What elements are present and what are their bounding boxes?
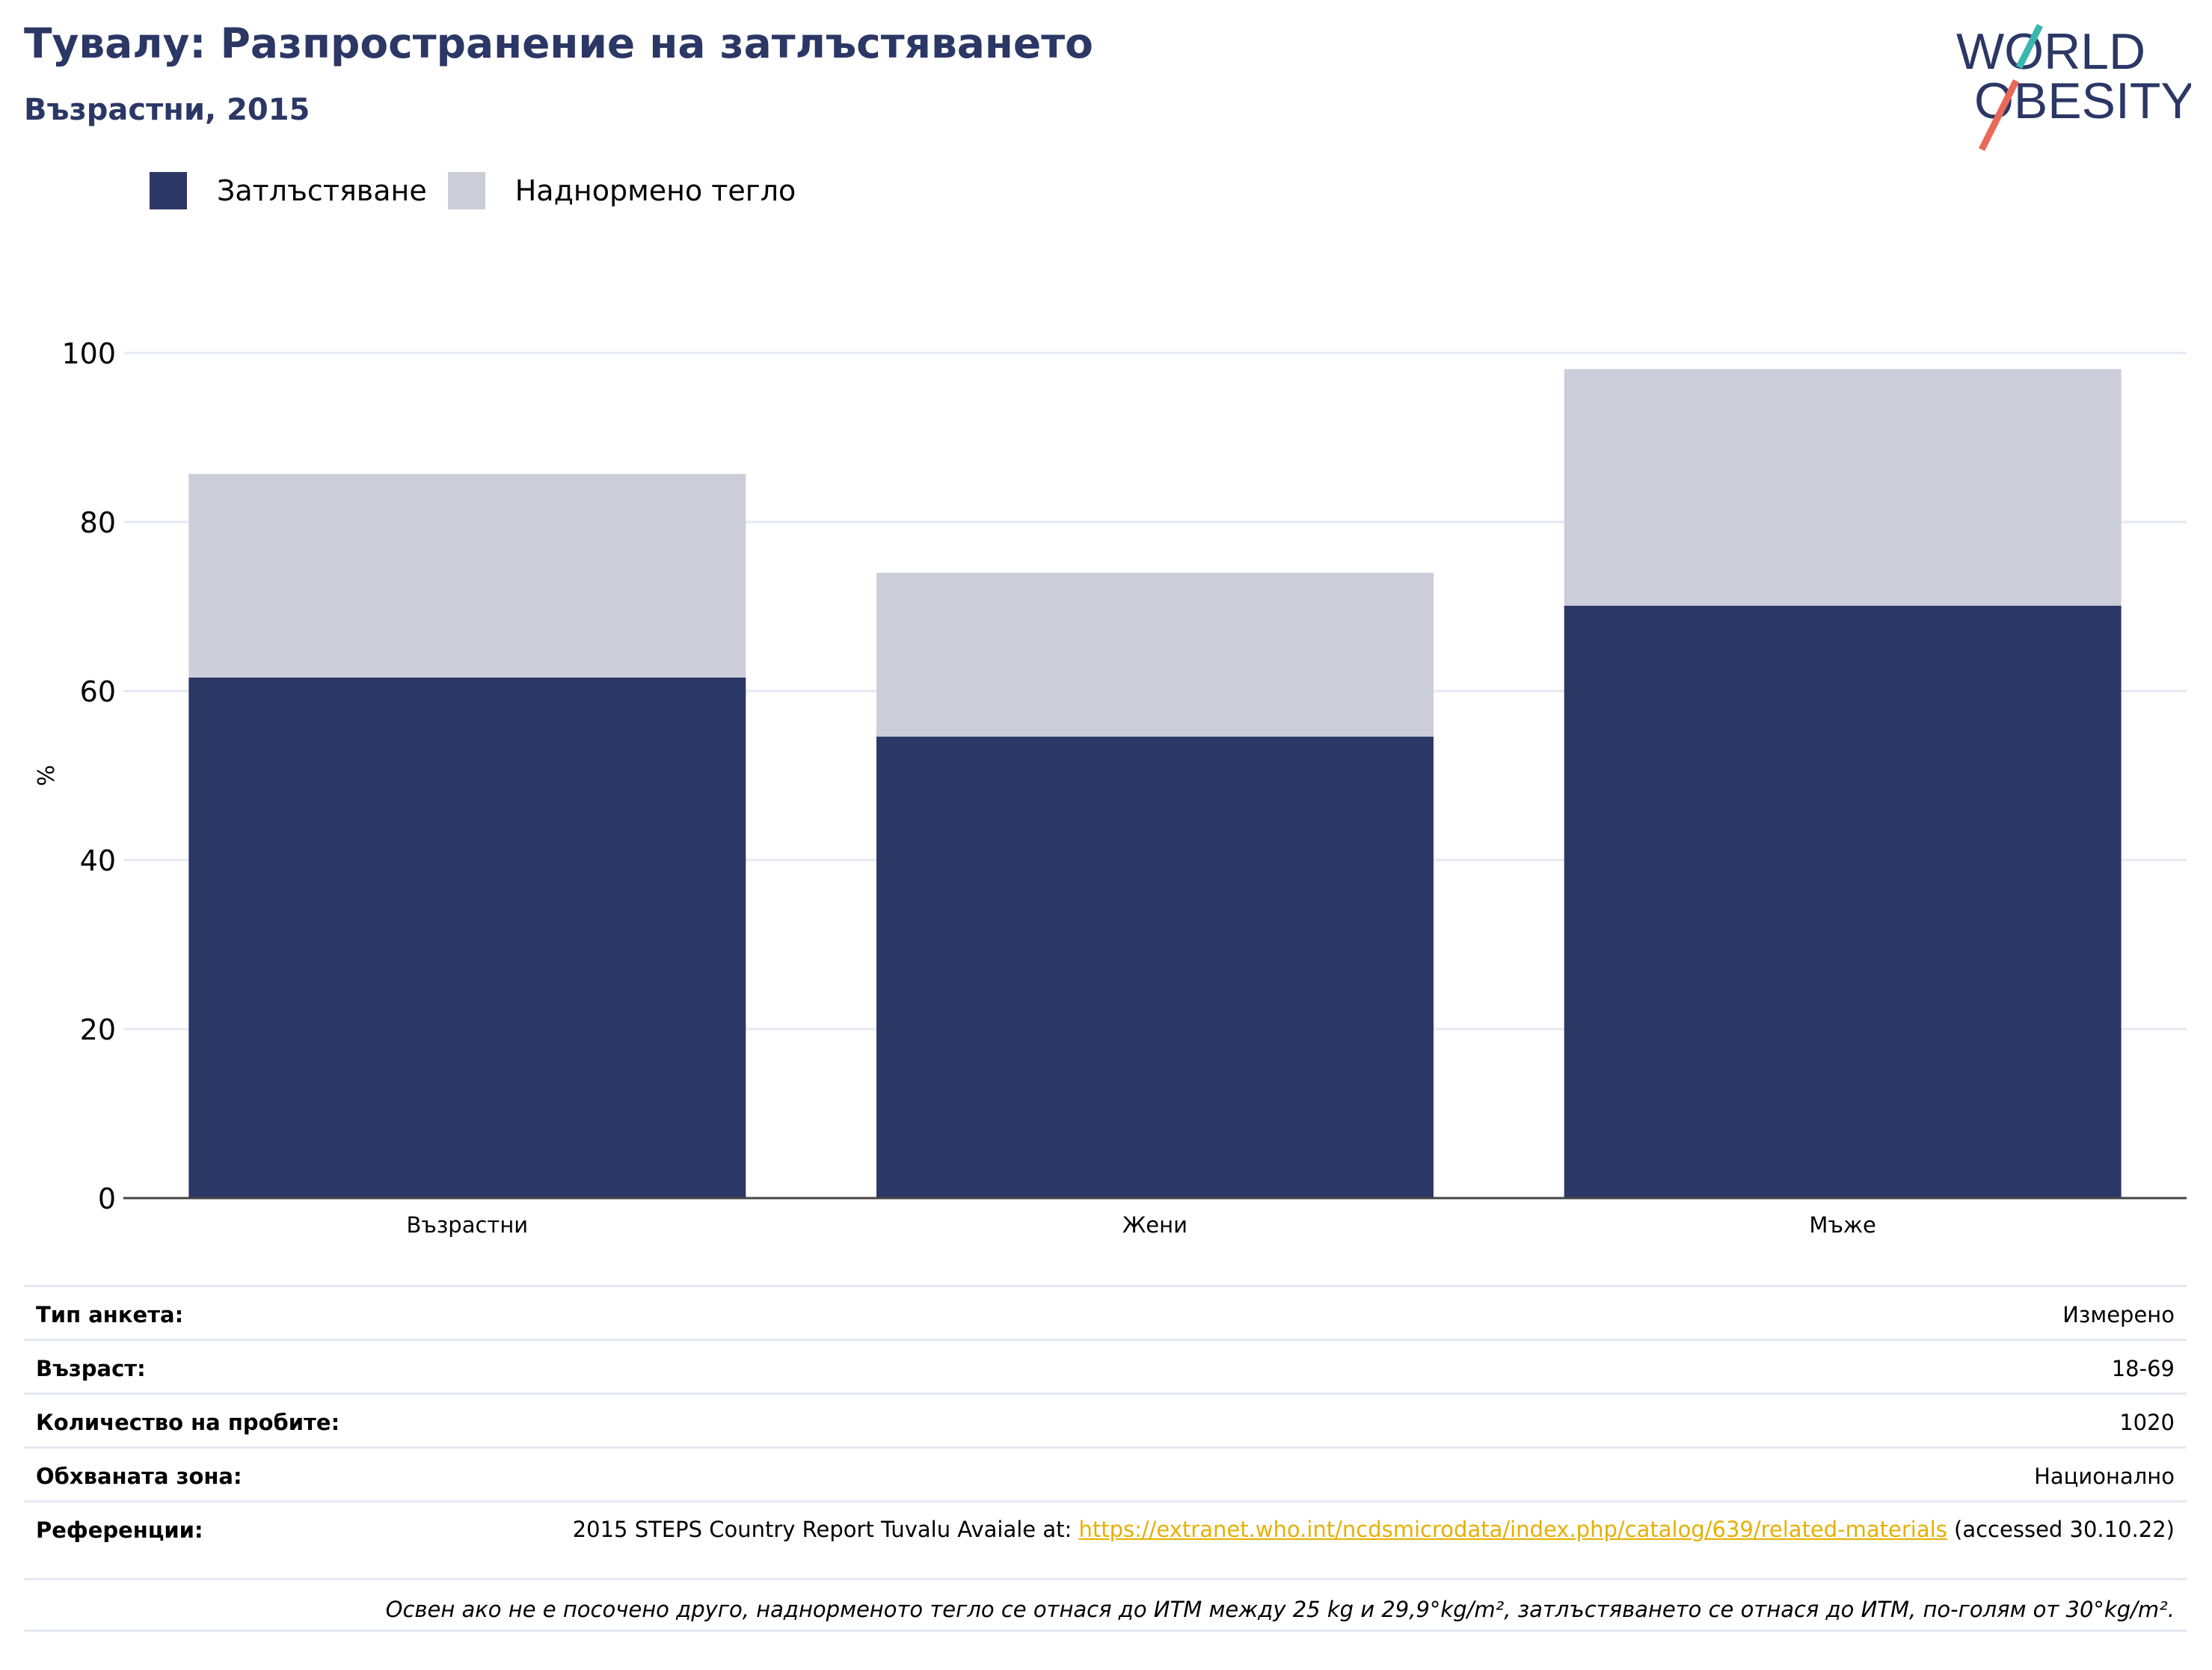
sample-size-value: 1020: [2119, 1410, 2175, 1435]
bar-overweight: [1564, 369, 2122, 606]
info-row-sample: Количество на пробите: 1020: [24, 1393, 2187, 1446]
x-tick-label: Мъже: [1809, 1212, 1875, 1238]
info-row-references: Референции: 2015 STEPS Country Report Tu…: [24, 1500, 2187, 1578]
legend-label-overweight: Наднормено тегло: [514, 174, 796, 207]
legend: Затлъстяване Наднормено тегло: [150, 172, 817, 209]
references-label: Референции:: [36, 1517, 203, 1543]
chart-subtitle: Възрастни, 2015: [24, 93, 310, 127]
coverage-area-label: Обхваната зона:: [36, 1464, 242, 1489]
legend-item-obesity: Затлъстяване: [150, 172, 427, 209]
x-tick-label: Жени: [1122, 1212, 1188, 1238]
bar-obesity: [1564, 605, 2122, 1198]
bar-obesity: [188, 677, 746, 1198]
references-suffix: (accessed 30.10.22): [1947, 1517, 2175, 1542]
bar-obesity: [876, 737, 1434, 1198]
y-tick-label: 0: [98, 1182, 116, 1215]
legend-swatch-obesity: [150, 172, 187, 209]
y-tick-label: 60: [80, 675, 116, 708]
legend-item-overweight: Наднормено тегло: [447, 172, 796, 209]
coverage-area-value: Национално: [2034, 1464, 2175, 1489]
survey-type-value: Измерено: [2062, 1302, 2175, 1327]
y-tick-label: 100: [61, 337, 116, 370]
bar-chart: 0 20 40 60 80 100% Възрастни Жени Мъже: [34, 337, 2187, 1238]
chart-title: Тувалу: Разпространение на затлъстяванет…: [24, 19, 1093, 67]
legend-label-obesity: Затлъстяване: [217, 174, 427, 207]
logo-line2: OBESITY: [1974, 73, 2191, 129]
y-tick-label: 40: [80, 844, 116, 877]
age-value: 18-69: [2111, 1356, 2175, 1381]
world-obesity-logo: WORLD OBESITY: [1956, 23, 2191, 152]
legend-swatch-overweight: [447, 172, 485, 209]
bmi-definition-note: Освен ако не е посочено друго, наднормен…: [24, 1578, 2187, 1632]
references-value: 2015 STEPS Country Report Tuvalu Avaiale…: [455, 1517, 2175, 1541]
logo-slash-teal-icon: [2015, 23, 2044, 70]
sample-size-label: Количество на пробите:: [36, 1410, 340, 1435]
info-row-age: Възраст: 18-69: [24, 1339, 2187, 1393]
info-row-survey-type: Тип анкета: Измерено: [24, 1285, 2187, 1339]
y-tick-label: 20: [80, 1013, 116, 1046]
survey-info-table: Тип анкета: Измерено Възраст: 18-69 Коли…: [24, 1285, 2187, 1632]
logo-line1: WORLD: [1956, 23, 2145, 80]
y-tick-label: 80: [80, 506, 116, 539]
references-link[interactable]: https://extranet.who.int/ncdsmicrodata/i…: [1078, 1517, 1947, 1542]
logo-slash-red-icon: [1978, 79, 2020, 152]
x-tick-label: Възрастни: [407, 1212, 529, 1238]
bar-overweight: [188, 473, 746, 678]
references-prefix: 2015 STEPS Country Report Tuvalu Avaiale…: [572, 1517, 1079, 1542]
bar-overweight: [876, 572, 1434, 737]
y-axis-label: %: [34, 765, 60, 787]
info-row-area: Обхваната зона: Национално: [24, 1446, 2187, 1500]
survey-type-label: Тип анкета:: [36, 1302, 184, 1327]
age-label: Възраст:: [36, 1356, 146, 1381]
